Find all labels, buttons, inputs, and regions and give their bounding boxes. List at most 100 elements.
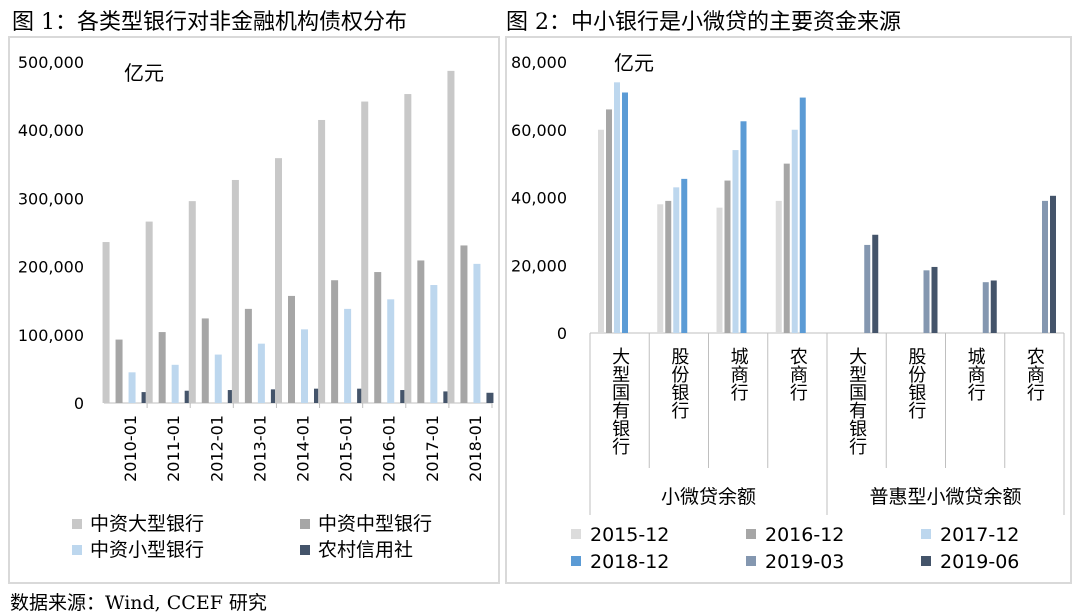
bar	[614, 82, 620, 333]
bar	[657, 204, 664, 333]
x-tick-label: 2017-01	[423, 415, 442, 482]
bar	[606, 109, 612, 333]
bar	[331, 280, 339, 403]
legend-swatch	[72, 545, 82, 555]
bar	[404, 94, 412, 403]
legend-swatch	[921, 556, 931, 566]
bar	[387, 299, 395, 403]
bar	[724, 180, 731, 333]
bar	[775, 200, 782, 333]
y-tick-label: 200,000	[18, 258, 84, 277]
unit-label: 亿元	[614, 51, 654, 75]
bar	[227, 390, 235, 403]
bar	[244, 308, 252, 403]
legend-label: 2018-12	[590, 551, 669, 573]
bar	[141, 392, 149, 403]
y-tick-label: 80,000	[511, 53, 567, 72]
legend-swatch	[300, 545, 310, 555]
bar	[145, 221, 153, 403]
x-tick-label: 城商行	[965, 347, 986, 401]
bar	[318, 119, 326, 403]
bar	[923, 270, 930, 333]
bar	[361, 101, 369, 403]
y-tick-label: 20,000	[511, 256, 567, 275]
x-tick-label: 农商行	[1024, 347, 1045, 401]
group-label: 小微贷余额	[661, 486, 756, 508]
x-tick-label: 大型国有银行	[609, 347, 630, 455]
legend-label: 2019-03	[765, 551, 844, 573]
bar	[791, 129, 798, 333]
bar	[102, 242, 110, 403]
bar	[598, 129, 604, 333]
bar	[460, 245, 468, 403]
x-tick-label: 2015-01	[337, 415, 356, 482]
bar	[201, 318, 209, 403]
legend-label: 2017-12	[940, 524, 1019, 546]
bar	[374, 272, 382, 403]
bar	[158, 332, 166, 403]
unit-label: 亿元	[124, 61, 164, 85]
legend-label: 2015-12	[590, 524, 669, 546]
x-tick-label: 股份银行	[668, 347, 689, 419]
figure-1-title: 图 1：各类型银行对非金融机构债权分布	[12, 10, 407, 35]
x-tick-label: 2014-01	[294, 415, 313, 482]
x-tick-label: 城商行	[728, 347, 749, 401]
y-tick-label: 0	[557, 324, 567, 343]
bar	[275, 158, 282, 403]
bar	[128, 372, 136, 403]
bar	[486, 392, 494, 403]
bar	[982, 282, 989, 333]
bar	[864, 244, 871, 333]
bar	[344, 308, 352, 403]
bar	[1050, 195, 1056, 333]
bar	[357, 388, 365, 403]
bar	[184, 390, 192, 403]
chart-panel-1	[8, 36, 500, 584]
x-tick-label: 2010-01	[121, 415, 140, 482]
bar	[171, 364, 179, 403]
bar	[931, 266, 938, 333]
group-label: 普惠型小微贷余额	[869, 486, 1021, 508]
x-tick-label: 2011-01	[164, 415, 183, 482]
bar	[443, 391, 451, 403]
bar	[301, 329, 308, 403]
legend-label: 2019-06	[940, 551, 1019, 573]
y-tick-label: 100,000	[18, 326, 84, 345]
bar	[665, 200, 672, 333]
x-tick-label: 2018-01	[466, 415, 485, 482]
chart-panel-2	[505, 36, 1072, 584]
y-tick-label: 400,000	[18, 121, 84, 140]
legend-swatch	[571, 529, 581, 539]
x-tick-label: 大型国有银行	[846, 347, 867, 455]
x-tick-label: 2012-01	[207, 415, 226, 482]
bar	[400, 390, 408, 403]
bar	[1042, 200, 1048, 333]
y-tick-label: 60,000	[511, 121, 567, 140]
bar	[732, 150, 739, 333]
legend-swatch	[746, 556, 756, 566]
bar	[430, 285, 438, 403]
bar	[288, 295, 295, 403]
legend-label: 中资中型银行	[318, 513, 432, 535]
bar	[314, 388, 321, 403]
y-tick-label: 300,000	[18, 189, 84, 208]
legend-label: 中资大型银行	[90, 513, 204, 535]
bar	[188, 201, 196, 403]
legend-label: 农村信用社	[318, 539, 413, 561]
source-note: 数据来源：Wind, CCEF 研究	[10, 592, 267, 614]
legend-swatch	[746, 529, 756, 539]
bar	[872, 234, 879, 333]
legend-label: 2016-12	[765, 524, 844, 546]
bar	[990, 280, 997, 333]
legend-swatch	[72, 519, 82, 529]
y-tick-label: 500,000	[18, 53, 84, 72]
legend-swatch	[921, 529, 931, 539]
legend-label: 中资小型银行	[90, 539, 204, 561]
y-tick-label: 0	[74, 394, 84, 413]
bar	[214, 354, 222, 403]
legend-swatch	[300, 519, 310, 529]
y-tick-label: 40,000	[511, 189, 567, 208]
bar	[115, 339, 123, 403]
bar	[783, 163, 790, 333]
